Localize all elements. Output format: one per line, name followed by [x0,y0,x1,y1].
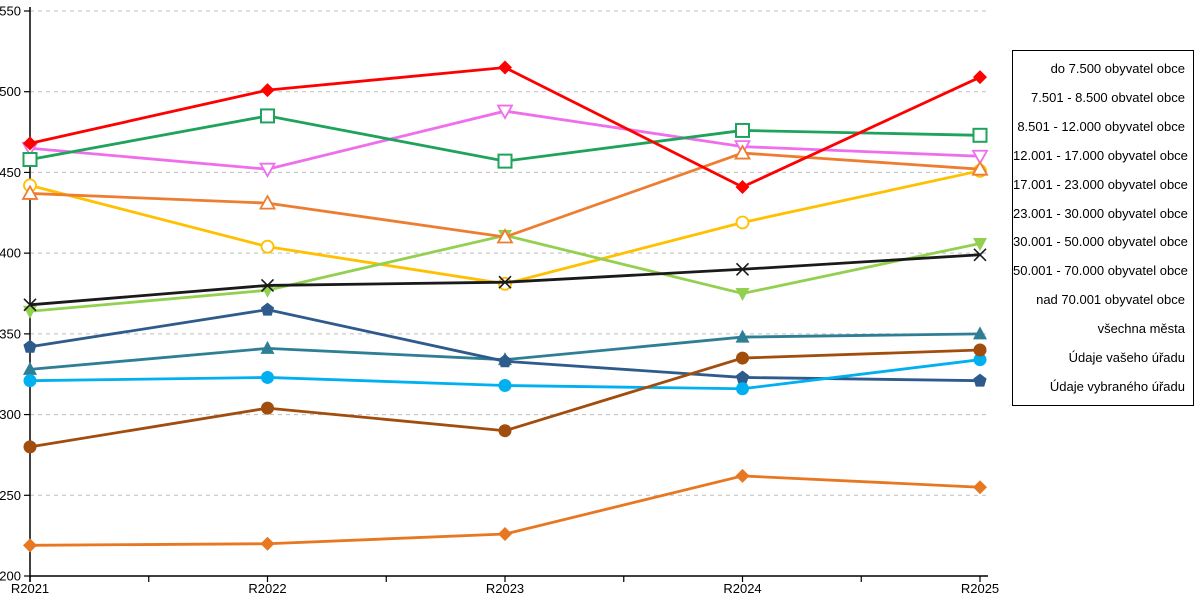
legend-item-11: Údaje vybraného úřadu [1049,378,1185,394]
marker [973,353,987,367]
marker [260,83,275,98]
marker [973,480,987,495]
y-tick-label: 200 [0,569,21,584]
marker [23,298,37,312]
legend-item-1: 7.501 - 8.500 obvatel obce [1031,90,1185,106]
y-tick-label: 500 [0,84,21,99]
marker [735,288,750,301]
marker [735,179,750,194]
marker [973,237,987,251]
marker [260,340,275,354]
series-line-3 [29,169,981,286]
marker [23,361,37,375]
y-tick-label: 550 [0,4,21,19]
marker [735,215,750,230]
marker [973,373,987,387]
marker [260,239,275,254]
legend: do 7.500 obyvatel obce 7.501 - 8.500 obva… [1012,50,1194,406]
legend-item-10: Údaje vašeho úřadu [1068,349,1185,365]
marker [498,276,512,291]
marker [971,149,989,166]
marker [23,339,37,353]
marker [258,194,277,210]
marker [971,160,989,176]
x-tick-label: R2024 [723,581,761,596]
marker [260,536,275,551]
marker [23,440,37,454]
marker [973,248,987,262]
series-line-7 [29,308,981,383]
marker [735,262,750,276]
legend-item-3: 12.001 - 17.000 obyvatel obce [1013,147,1188,163]
legend-item-6: 30.001 - 50.000 obyvatel obce [1013,234,1188,250]
marker [736,382,749,396]
marker [498,527,512,542]
marker [22,152,38,168]
legend-item-0: do 7.500 obyvatel obce [1050,61,1185,77]
marker [973,343,987,357]
legend-item-7: 50.001 - 70.000 obyvatel obce [1013,263,1188,279]
x-tick-label: R2021 [11,581,49,596]
marker [258,162,277,179]
marker [261,370,274,384]
y-tick-label: 250 [0,488,21,503]
marker [733,144,752,160]
marker [498,60,512,75]
line-chart: 200 250 300 350 400 450 500 550 R2021 R2022 R2023 R… [0,4,999,597]
y-tick-label: 350 [0,326,21,341]
marker [23,374,37,388]
marker [496,104,514,120]
marker [260,278,275,292]
y-tick-label: 400 [0,246,21,261]
marker [735,122,750,138]
legend-item-9: všechna města [1097,320,1185,336]
legend-item-5: 23.001 - 30.000 obyvatel obce [1013,205,1188,221]
marker [261,401,274,415]
legend-item-2: 8.501 - 12.000 obyvatel obce [1017,119,1185,135]
marker [736,351,749,365]
series-line-6 [29,233,981,313]
marker [735,329,750,343]
marker [498,424,512,438]
marker [260,302,275,316]
y-tick-label: 300 [0,407,21,422]
y-tick-label: 450 [0,165,21,180]
marker [973,70,987,85]
marker [735,370,750,384]
marker [973,326,987,340]
marker [498,379,512,393]
marker [498,275,512,289]
series-line-0 [29,66,981,189]
x-tick-label: R2023 [486,581,524,596]
legend-item-8: nad 70.001 obyvatel obce [1036,292,1185,308]
marker [498,354,512,368]
x-tick-label: R2022 [248,581,286,596]
marker [23,305,37,319]
marker [23,538,37,553]
marker [972,127,988,143]
legend-item-4: 17.001 - 23.000 obyvatel obce [1013,176,1188,192]
marker [496,228,514,244]
marker [21,184,39,200]
marker [260,108,275,124]
marker [497,153,513,169]
x-tick-label: R2025 [961,581,999,596]
marker [23,136,37,151]
marker [735,468,750,483]
